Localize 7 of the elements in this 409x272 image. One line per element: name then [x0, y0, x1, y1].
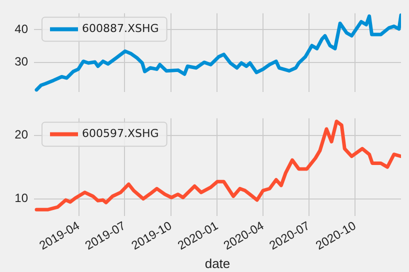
- y-tick-label: 40: [14, 22, 28, 36]
- legend-label: 600887.XSHG: [82, 22, 159, 36]
- y-tick-label: 20: [14, 128, 28, 142]
- y-tick-label: 10: [14, 191, 28, 206]
- legend-label: 600597.XSHG: [82, 127, 159, 140]
- x-axis-title: date: [204, 256, 230, 271]
- y-tick-label: 30: [14, 54, 28, 69]
